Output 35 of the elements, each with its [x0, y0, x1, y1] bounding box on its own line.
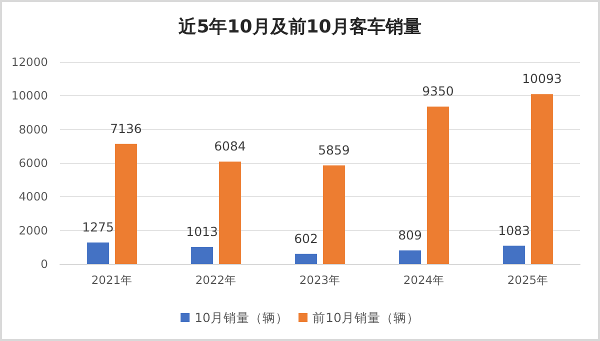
data-label: 6084: [214, 138, 246, 154]
bar: [530, 94, 553, 264]
y-tick-label: 2000: [18, 223, 48, 238]
legend-label: 前10月销量（辆）: [312, 310, 420, 325]
x-tick-label: 2025年: [507, 273, 549, 287]
x-tick-label: 2024年: [403, 273, 445, 287]
y-tick-label: 4000: [18, 190, 48, 204]
data-label: 602: [294, 230, 318, 246]
bar: [114, 144, 137, 264]
data-label: 5859: [318, 142, 350, 158]
data-label: 10093: [522, 71, 562, 86]
data-label: 1013: [186, 224, 218, 239]
y-tick-label: 8000: [18, 122, 48, 136]
y-tick-label: 0: [40, 257, 48, 271]
bar: [503, 246, 526, 264]
bar: [399, 250, 422, 264]
x-tick-label: 2021年: [91, 273, 133, 287]
x-tick-label: 2023年: [299, 273, 341, 287]
bar: [322, 165, 345, 264]
chart-title: 近5年10月及前10月客车销量: [178, 16, 422, 38]
bar: [191, 246, 214, 264]
x-tick-label: 2022年: [195, 273, 237, 287]
bar: [218, 162, 241, 264]
y-tick-label: 12000: [11, 55, 48, 69]
data-label: 1083: [498, 222, 530, 238]
data-label: 9350: [422, 84, 454, 99]
bar: [295, 254, 318, 264]
legend-label: 10月销量（辆）: [194, 310, 288, 325]
y-tick-label: 10000: [11, 88, 48, 103]
bar: [426, 106, 449, 264]
data-label: 1275: [82, 220, 114, 235]
bar: [87, 242, 110, 264]
y-tick-label: 6000: [18, 156, 48, 170]
data-label: 809: [398, 227, 422, 242]
data-label: 7136: [110, 120, 142, 136]
